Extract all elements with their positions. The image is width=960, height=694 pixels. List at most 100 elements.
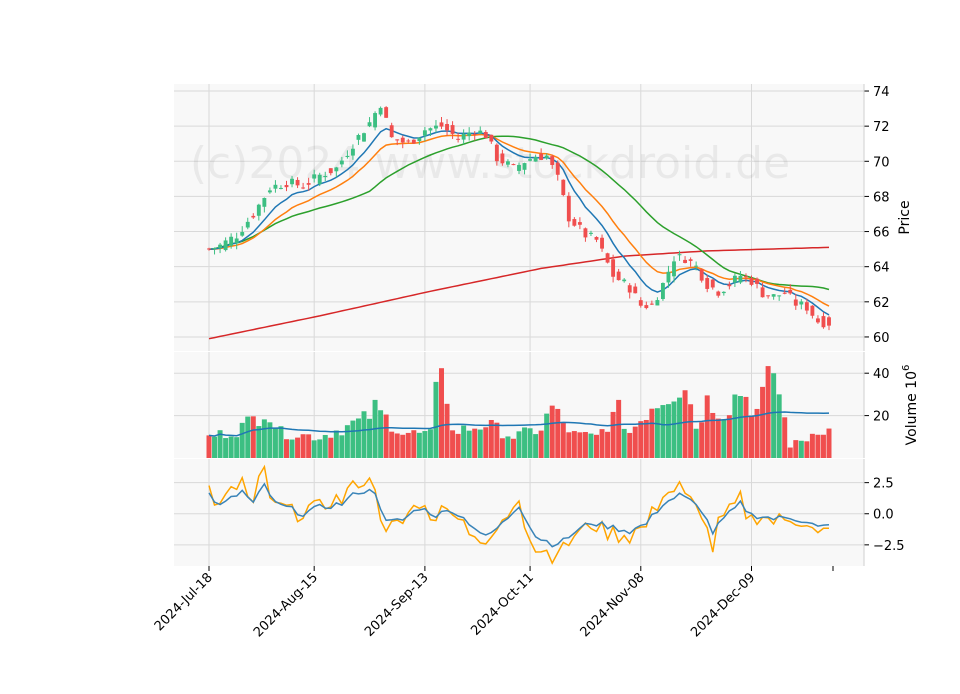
volume-bar [605,431,611,458]
x-tick-label: 2024-Sep-13 [362,570,432,640]
volume-bar [798,440,804,458]
candle-body [677,254,682,256]
volume-bar [826,428,832,458]
volume-bar [272,427,278,458]
candle-body [611,259,616,277]
volume-bar [328,437,334,458]
candle-body [356,135,361,140]
candle-body [229,236,234,246]
candle-body [489,134,494,142]
volume-bar [472,428,478,458]
candle-body [589,232,593,234]
candle-body [328,168,333,174]
candle-body [350,148,355,156]
volume-bar [494,422,500,458]
candle-body [411,139,416,144]
candle-body [494,144,499,162]
candle-body [788,289,793,294]
candle-body [218,244,223,249]
volume-bar [710,412,716,458]
volume-ytick-label: 40 [873,367,890,382]
candle-body [799,301,804,305]
volume-bar [516,431,522,458]
price-ytick-label: 60 [873,331,890,346]
volume-bar [383,414,389,458]
volume-bar [726,415,732,458]
volume-bar [444,403,450,458]
candle-body [395,139,400,141]
candle-body [511,164,516,166]
volume-bar [522,427,528,458]
candle-body [749,278,754,285]
volume-bar [300,434,306,458]
candle-body [306,183,311,185]
volume-bar [594,434,599,458]
volume-bar [776,394,782,458]
candle-body [367,122,372,127]
volume-bar [649,408,655,458]
oscillator-signal-line [208,464,830,565]
volume-bar [638,421,644,458]
candle-body [273,184,278,189]
volume-bar [771,373,777,458]
x-tick-label: 2024-Nov-08 [578,570,648,640]
volume-bar [278,426,284,458]
volume-bar [643,419,649,458]
candle-body [400,137,405,143]
volume-bar [743,396,749,458]
x-tick-label: 2024-Jul-18 [152,570,216,634]
volume-bar [477,429,483,458]
volume-bar [306,434,312,458]
volume-bar [295,437,301,458]
volume-bar [699,422,705,458]
candle-body [417,137,422,142]
candle-body [583,228,588,238]
candle-body [483,132,488,139]
ma-mid-line [208,133,830,307]
volume-bar [378,410,384,458]
candle-body [384,107,389,118]
candle-body [522,163,527,170]
oscillator-ytick-label: −2.5 [873,539,905,554]
candle-body [301,187,306,189]
volume-bar [715,418,721,458]
candle-body [732,275,737,283]
candle-body [544,155,549,159]
volume-bar [671,401,677,458]
volume-bar [455,433,461,458]
volume-axis-label-exponent: 6 [901,365,912,371]
candle-body [334,167,339,172]
volume-bar [616,399,622,458]
candle-body [256,204,261,216]
volume-bar [538,430,544,458]
volume-bar [732,394,738,458]
volume-bar [427,429,433,458]
candle-body [738,275,743,283]
volume-bar [261,419,267,458]
volume-bar [571,431,577,458]
volume-bar [245,416,251,458]
volume-bar [765,366,771,458]
price-ytick-label: 70 [873,155,890,170]
candle-body [428,128,433,131]
volume-ytick-label: 20 [873,410,890,425]
candle-body [638,300,643,306]
candle-body [694,265,699,267]
candle-body [821,316,826,328]
volume-bar [367,418,373,458]
volume-bar [787,447,793,458]
candle-body [362,133,366,142]
candle-body [760,287,765,298]
candle-body [660,282,665,300]
oscillator-ytick-label: 2.5 [873,477,894,492]
volume-bar [621,428,627,458]
x-tick-label: 2024-Dec-09 [688,570,758,640]
volume-bar [549,405,555,458]
candle-body [245,221,250,228]
candle-body [555,162,560,175]
volume-bar [289,439,295,458]
candle-body [594,236,599,240]
candle-body [422,130,427,136]
candle-body [744,276,748,278]
candle-body [716,291,721,296]
